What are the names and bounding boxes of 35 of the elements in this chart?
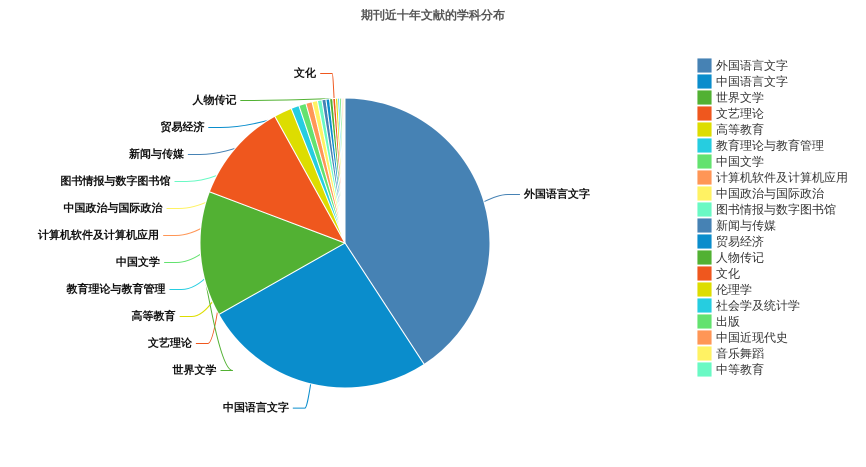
slice-label: 贸易经济	[160, 120, 204, 134]
legend-label: 中国语言文字	[716, 74, 788, 88]
legend-label: 社会学及统计学	[716, 298, 800, 312]
slice-label: 世界文学	[172, 363, 217, 376]
legend-label: 出版	[716, 314, 740, 328]
slice-label: 中国语言文字	[222, 401, 289, 414]
legend-label: 中国文学	[716, 154, 764, 168]
legend-label: 文艺理论	[716, 106, 764, 120]
legend-label: 人物传记	[716, 250, 764, 264]
legend-label: 高等教育	[716, 122, 764, 136]
slice-label: 人物传记	[191, 93, 236, 106]
legend-label: 世界文学	[716, 90, 764, 104]
slice-label: 中国政治与国际政治	[64, 201, 164, 214]
slice-label: 文艺理论	[146, 336, 193, 350]
slice-label: 中国文学	[116, 255, 160, 268]
slice-label: 新闻与传媒	[128, 147, 185, 160]
legend-label: 新闻与传媒	[716, 218, 776, 232]
legend-label: 教育理论与教育管理	[716, 138, 824, 152]
slice-label: 图书情报与数字图书馆	[60, 174, 171, 188]
chart-title: 期刊近十年文献的学科分布	[360, 8, 505, 22]
slice-label: 文化	[293, 66, 318, 80]
legend-label: 图书情报与数字图书馆	[716, 202, 836, 216]
legend-label: 贸易经济	[716, 234, 764, 248]
slice-label: 外国语言文字	[522, 188, 590, 201]
legend-label: 文化	[716, 266, 740, 280]
slice-label: 高等教育	[132, 309, 176, 322]
legend-label: 中国近现代史	[716, 330, 788, 344]
slice-label: 计算机软件及计算机应用	[37, 228, 160, 242]
legend-label: 伦理学	[716, 282, 752, 296]
slice-label: 教育理论与教育管理	[65, 282, 166, 296]
legend-label: 中国政治与国际政治	[716, 186, 824, 200]
legend-label: 中等教育	[716, 362, 764, 376]
legend-label: 外国语言文字	[716, 58, 788, 72]
legend-label: 音乐舞蹈	[716, 346, 764, 360]
legend-label: 计算机软件及计算机应用	[716, 170, 848, 184]
